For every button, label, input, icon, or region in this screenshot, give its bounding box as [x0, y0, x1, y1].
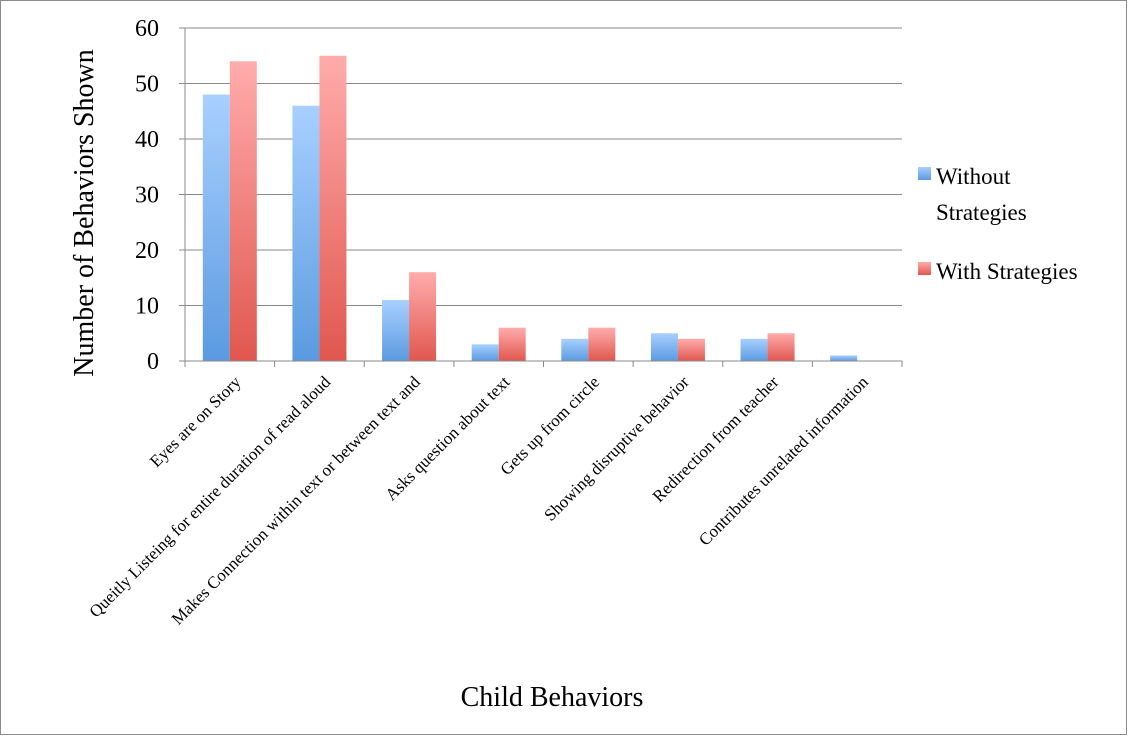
gridlines [179, 27, 902, 362]
legend-label: Strategies [936, 200, 1027, 225]
legend-label: With Strategies [936, 259, 1078, 284]
x-category-label: Showing disruptive behavior [540, 372, 693, 525]
y-tick-label: 10 [135, 294, 159, 320]
y-tick-label: 40 [135, 127, 159, 153]
axes [184, 28, 903, 367]
x-axis-title: Child Behaviors [461, 682, 644, 713]
x-category-label: Eyes are on Story [146, 372, 245, 471]
bar-with-strategies [588, 327, 616, 361]
bars [202, 55, 858, 362]
y-tick-label: 50 [135, 72, 159, 98]
bar-without-strategies [471, 344, 499, 361]
legend-label: Without [936, 164, 1011, 189]
bar-without-strategies [561, 338, 589, 361]
bar-with-strategies [319, 55, 347, 361]
bar-without-strategies [830, 355, 858, 361]
bar-without-strategies [382, 299, 410, 361]
legend: Without Strategies With Strategies [918, 164, 1078, 284]
y-tick-labels: 0 10 20 30 40 50 60 [135, 16, 159, 375]
y-axis-title: Number of Behaviors Shown [69, 49, 100, 376]
y-tick-label: 60 [135, 16, 159, 42]
legend-swatch [918, 167, 931, 180]
bar-without-strategies [740, 338, 768, 361]
bar-with-strategies [409, 272, 437, 361]
bar-without-strategies [292, 105, 320, 361]
bar-with-strategies [767, 333, 795, 361]
bar-without-strategies [650, 333, 678, 361]
bar-with-strategies [498, 327, 526, 361]
y-tick-label: 0 [147, 349, 159, 375]
bar-with-strategies [229, 61, 257, 362]
y-tick-label: 30 [135, 183, 159, 209]
bar-without-strategies [202, 94, 230, 361]
x-category-label: Gets up from circle [497, 372, 604, 479]
y-tick-label: 20 [135, 238, 159, 264]
bar-with-strategies [677, 338, 705, 361]
x-category-label: Contributes unrelated information [695, 372, 872, 549]
legend-swatch [918, 262, 931, 275]
